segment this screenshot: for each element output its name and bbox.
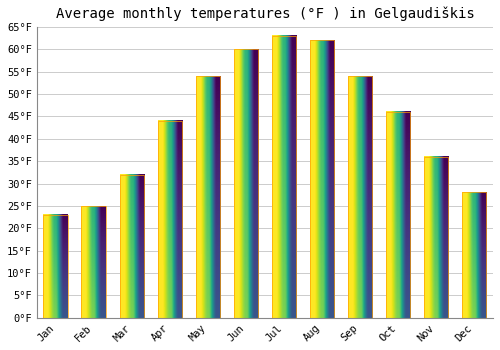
Bar (82, 206, 106, 318)
Bar (120, 175, 144, 318)
Bar (196, 76, 220, 318)
Bar (234, 49, 258, 318)
Bar (158, 121, 182, 318)
Title: Average monthly temperatures (°F ) in Gelgaudiškis: Average monthly temperatures (°F ) in Ge… (56, 7, 474, 21)
Bar (424, 157, 448, 318)
Bar (310, 40, 334, 318)
Bar (44, 215, 68, 318)
Bar (272, 36, 296, 318)
Bar (386, 112, 410, 318)
Bar (348, 76, 372, 318)
Bar (462, 193, 486, 318)
